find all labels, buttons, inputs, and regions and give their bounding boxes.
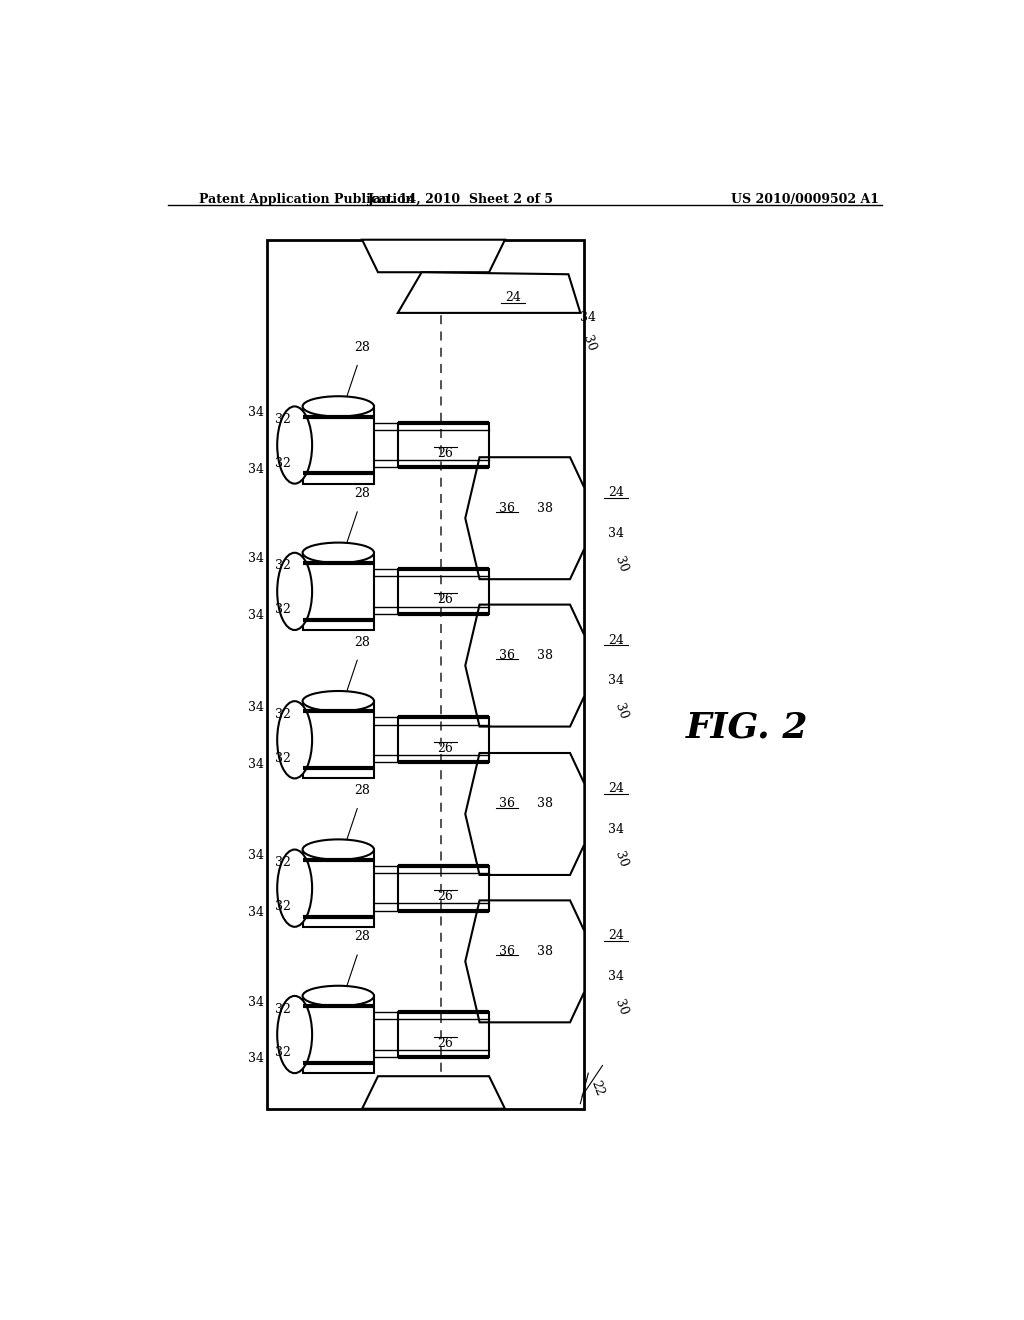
Ellipse shape <box>303 840 374 859</box>
Text: 34: 34 <box>608 527 624 540</box>
Ellipse shape <box>303 396 374 417</box>
Polygon shape <box>465 457 585 579</box>
Text: 34: 34 <box>249 463 264 477</box>
Text: 32: 32 <box>274 751 291 764</box>
Text: 24: 24 <box>608 929 624 942</box>
Text: 24: 24 <box>608 781 624 795</box>
Text: 34: 34 <box>249 407 264 418</box>
Ellipse shape <box>278 407 312 483</box>
Text: 26: 26 <box>437 742 454 755</box>
Text: 22: 22 <box>588 1078 606 1098</box>
Text: 30: 30 <box>612 702 630 721</box>
Bar <box>303 553 374 630</box>
Text: 34: 34 <box>249 849 264 862</box>
Ellipse shape <box>278 850 312 927</box>
Polygon shape <box>362 1076 505 1109</box>
Text: 28: 28 <box>354 931 370 944</box>
Text: 38: 38 <box>537 649 553 661</box>
Text: 30: 30 <box>612 998 630 1016</box>
Polygon shape <box>397 272 581 313</box>
Polygon shape <box>465 900 585 1022</box>
Text: 28: 28 <box>354 636 370 648</box>
Text: 34: 34 <box>249 1052 264 1065</box>
Text: 26: 26 <box>437 1036 454 1049</box>
Text: 32: 32 <box>274 457 291 470</box>
Text: 26: 26 <box>437 594 454 606</box>
Text: 34: 34 <box>249 701 264 714</box>
Ellipse shape <box>303 543 374 562</box>
Text: 24: 24 <box>608 486 624 499</box>
Text: 36: 36 <box>500 502 515 515</box>
Text: 26: 26 <box>437 890 454 903</box>
Polygon shape <box>465 605 585 726</box>
Text: 32: 32 <box>274 560 291 573</box>
Text: 34: 34 <box>249 906 264 919</box>
Text: Patent Application Publication: Patent Application Publication <box>200 193 415 206</box>
Text: 32: 32 <box>274 1047 291 1060</box>
Text: 24: 24 <box>608 634 624 647</box>
Ellipse shape <box>303 690 374 711</box>
Ellipse shape <box>278 995 312 1073</box>
Text: 32: 32 <box>274 708 291 721</box>
Text: Jan. 14, 2010  Sheet 2 of 5: Jan. 14, 2010 Sheet 2 of 5 <box>369 193 554 206</box>
Text: 34: 34 <box>249 552 264 565</box>
Bar <box>267 240 585 1109</box>
Text: 28: 28 <box>354 341 370 354</box>
Text: 34: 34 <box>249 610 264 622</box>
Text: 34: 34 <box>249 758 264 771</box>
Text: 36: 36 <box>500 945 515 958</box>
Text: 28: 28 <box>354 784 370 797</box>
Text: 34: 34 <box>608 675 624 688</box>
Text: 32: 32 <box>274 900 291 913</box>
Text: 34: 34 <box>581 312 596 325</box>
Text: US 2010/0009502 A1: US 2010/0009502 A1 <box>731 193 880 206</box>
Text: 30: 30 <box>612 850 630 870</box>
Text: 30: 30 <box>612 554 630 574</box>
Text: 36: 36 <box>500 797 515 810</box>
Bar <box>303 407 374 483</box>
Text: 32: 32 <box>274 603 291 616</box>
Text: 38: 38 <box>537 502 553 515</box>
Text: 24: 24 <box>505 292 521 304</box>
Polygon shape <box>362 240 505 272</box>
Text: 34: 34 <box>608 970 624 983</box>
Text: 34: 34 <box>249 995 264 1008</box>
Text: 26: 26 <box>437 447 454 461</box>
Text: 32: 32 <box>274 1003 291 1015</box>
Text: 36: 36 <box>500 649 515 661</box>
Ellipse shape <box>303 986 374 1006</box>
Ellipse shape <box>278 701 312 779</box>
Text: 32: 32 <box>274 857 291 870</box>
Bar <box>303 701 374 779</box>
Text: 28: 28 <box>354 487 370 500</box>
Text: 38: 38 <box>537 797 553 810</box>
Text: 30: 30 <box>581 334 598 354</box>
Bar <box>303 850 374 927</box>
Ellipse shape <box>278 553 312 630</box>
Bar <box>303 995 374 1073</box>
Text: FIG. 2: FIG. 2 <box>686 710 808 744</box>
Text: 34: 34 <box>608 822 624 836</box>
Polygon shape <box>465 752 585 875</box>
Text: 38: 38 <box>537 945 553 958</box>
Text: 32: 32 <box>274 413 291 426</box>
